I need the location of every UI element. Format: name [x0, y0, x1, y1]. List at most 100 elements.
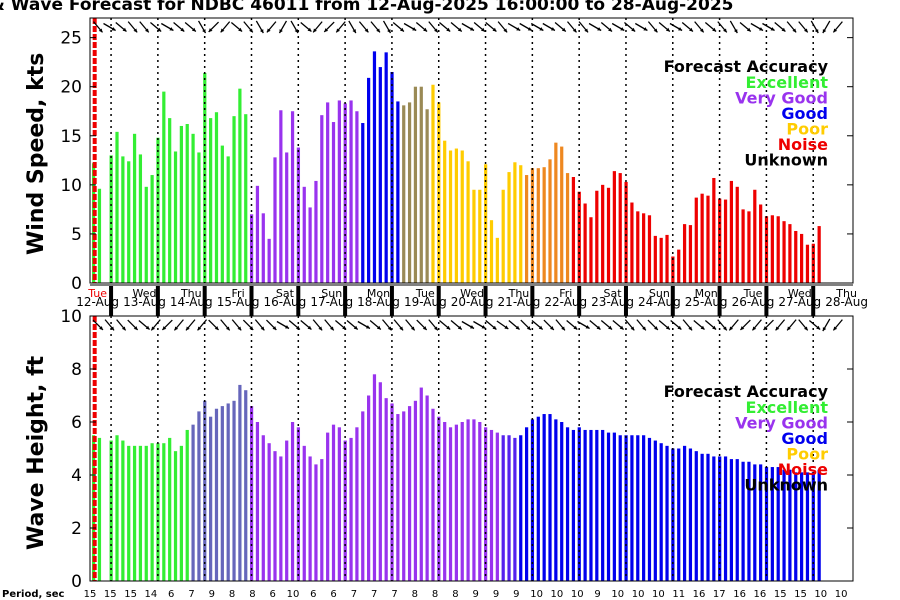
- arrow-head: [249, 28, 253, 33]
- direction-arrow: [173, 22, 185, 32]
- chart-title: & Wave Forecast for NDBC 46011 from 12-A…: [0, 0, 734, 15]
- day-date-strip: Tue12-AugWed13-AugThu14-AugFri15-AugSat1…: [76, 284, 868, 316]
- data-bar: [320, 459, 324, 581]
- arrow-head: [121, 326, 126, 331]
- data-bar: [238, 384, 242, 581]
- direction-arrow: [255, 20, 264, 34]
- data-bar: [636, 435, 640, 581]
- legend-item: Very Good: [735, 414, 828, 433]
- data-bar: [677, 249, 681, 283]
- arrow-head: [272, 326, 277, 330]
- arrow-head: [180, 27, 185, 32]
- legend-item: Unknown: [744, 151, 828, 170]
- direction-arrow: [266, 21, 277, 33]
- data-bar: [682, 224, 687, 283]
- data-bar: [290, 111, 295, 283]
- data-bar: [489, 429, 494, 581]
- direction-arrow: [588, 22, 602, 32]
- data-bar: [595, 190, 599, 283]
- arrow-head: [561, 27, 566, 32]
- data-bar: [694, 197, 698, 283]
- data-bar: [302, 186, 306, 283]
- data-bar: [712, 456, 716, 581]
- period-value: 15: [104, 589, 117, 600]
- day-divider: [109, 286, 114, 316]
- period-value: 14: [145, 589, 158, 600]
- arrow-head: [833, 326, 838, 331]
- arrow-head: [643, 27, 648, 31]
- day-label: Sun: [649, 287, 670, 300]
- data-bar: [759, 464, 763, 581]
- data-bar: [372, 51, 377, 284]
- data-bar: [466, 161, 470, 283]
- day-divider: [670, 286, 675, 316]
- data-bar: [454, 424, 458, 581]
- period-value: 6: [310, 589, 316, 600]
- data-bar: [267, 238, 271, 283]
- arrow-head: [787, 326, 791, 331]
- arrow-head: [387, 29, 391, 34]
- arrow-head: [630, 326, 635, 331]
- arrow-head: [434, 326, 438, 331]
- arrow-head: [400, 27, 404, 32]
- plot-frame: [89, 315, 854, 582]
- arrow-head: [110, 326, 115, 331]
- y-tick-label: 6: [71, 413, 82, 433]
- period-value: 15: [84, 589, 97, 600]
- data-bar: [530, 168, 535, 283]
- day-divider: [811, 286, 816, 316]
- data-bar: [729, 459, 734, 581]
- direction-arrow: [323, 21, 335, 33]
- date-label: 27-Aug: [778, 295, 821, 309]
- data-bar: [630, 202, 634, 283]
- data-bar: [799, 472, 804, 581]
- direction-arrow: [231, 319, 242, 331]
- data-bar: [606, 432, 611, 581]
- arrow-head: [99, 326, 103, 330]
- period-value: 10: [814, 589, 827, 600]
- period-value: 16: [754, 589, 767, 600]
- direction-arrow: [230, 22, 243, 32]
- data-bar: [524, 175, 529, 283]
- direction-arrow: [612, 320, 625, 330]
- arrow-head: [214, 326, 219, 330]
- period-value: 16: [733, 589, 746, 600]
- direction-arrow: [346, 320, 359, 330]
- data-bar: [132, 445, 137, 581]
- data-bar: [191, 424, 195, 581]
- data-bar: [723, 456, 728, 581]
- arrow-head: [515, 325, 520, 330]
- data-bar: [179, 445, 183, 581]
- direction-arrow: [786, 21, 797, 33]
- data-bar: [197, 411, 201, 581]
- data-bar: [548, 414, 552, 581]
- data-bar: [290, 422, 295, 581]
- period-value: 10: [632, 589, 645, 600]
- direction-arrow: [600, 320, 613, 330]
- data-bar: [601, 184, 605, 283]
- day-divider: [202, 286, 207, 316]
- arrow-head: [294, 29, 299, 34]
- data-bar: [361, 123, 365, 283]
- arrow-head: [608, 27, 613, 32]
- data-bar: [747, 211, 751, 283]
- arrow-head: [174, 326, 179, 331]
- direction-arrow: [670, 320, 682, 330]
- day-label: Wed: [460, 287, 484, 300]
- data-bar: [279, 110, 283, 283]
- data-bar: [226, 403, 230, 581]
- day-divider: [623, 286, 628, 316]
- arrow-head: [446, 27, 451, 32]
- period-value: 7: [371, 589, 377, 600]
- data-bar: [448, 427, 453, 581]
- date-label: 24-Aug: [638, 295, 681, 309]
- data-bar: [402, 411, 406, 581]
- data-bar: [384, 52, 388, 283]
- data-bar: [226, 156, 230, 283]
- data-bar: [770, 467, 774, 581]
- direction-arrow: [808, 320, 821, 330]
- arrow-head: [516, 27, 521, 31]
- direction-arrow: [704, 320, 717, 330]
- data-bar: [665, 234, 669, 283]
- arrow-head: [653, 28, 658, 33]
